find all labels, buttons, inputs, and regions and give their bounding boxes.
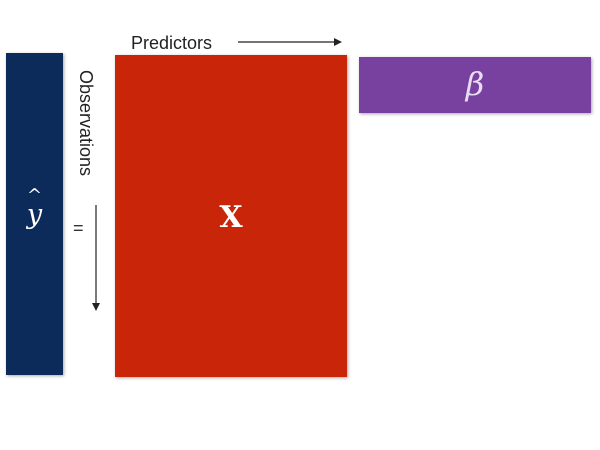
observations-arrow-icon (92, 205, 100, 311)
beta-symbol: β (465, 65, 485, 103)
observations-label: Observations (76, 70, 96, 177)
hat-accent: ^ (26, 185, 43, 206)
equals-sign: = (73, 218, 84, 238)
y-hat-symbol: ^ y (6, 187, 63, 230)
predictors-arrow-icon (238, 38, 342, 46)
y-symbol: y (26, 199, 43, 230)
beta-vector-block: β (359, 57, 591, 113)
predictors-label: Predictors (131, 33, 213, 53)
x-symbol: X (219, 200, 243, 235)
y-hat-vector-block: ^ y (6, 53, 63, 375)
x-matrix-block: X (115, 55, 347, 377)
